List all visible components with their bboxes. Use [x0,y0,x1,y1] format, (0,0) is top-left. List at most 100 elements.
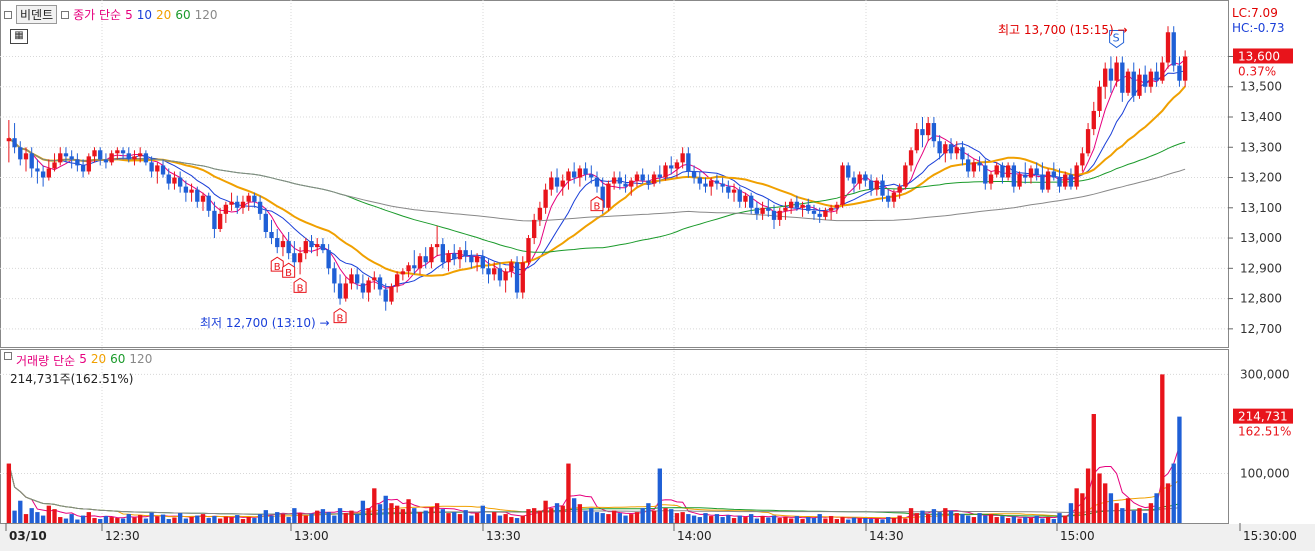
buy-marker-label: B [274,262,281,273]
volume-bar [948,510,954,523]
volume-square-icon[interactable] [4,352,12,360]
volume-bar [6,463,12,523]
candle-body [891,192,897,202]
candle-body [651,174,657,184]
volume-bar [360,500,366,523]
price-badge-text: 13,600 [1238,49,1280,63]
candle-body [195,189,200,202]
candle-body [897,186,902,193]
time-tick-label: 15:30:00 [1243,529,1297,543]
candle-body [303,241,308,254]
candle-body [1074,165,1079,187]
volume-bar [394,505,400,523]
sell-marker-shape [1109,29,1125,49]
volume-bar [709,516,714,523]
candle-body [686,153,691,172]
volume-bar [1051,519,1056,523]
price-tick-label: 12,700 [1240,322,1282,336]
candle-body [960,147,965,160]
candle-body [429,247,434,263]
volume-bar [269,515,274,523]
candle-body [874,180,879,190]
volume-bar [737,515,742,523]
candle-body [594,177,600,187]
volume-bar [400,509,406,523]
candle-body [868,180,874,190]
volume-bar [58,517,63,523]
candle-body [646,180,651,184]
candle-body [720,183,725,187]
candle-body [457,250,463,260]
volume-bar [943,508,948,523]
volume-bar [217,518,223,523]
volume-bar [1097,473,1102,523]
time-tick-label: 12:30 [105,529,140,543]
candle-body [680,153,685,163]
candle-body [52,162,57,169]
volume-badge-text: 214,731 [1238,410,1288,424]
candle-body [749,195,754,208]
volume-title: 거래량 [16,354,50,368]
candle-body [674,162,680,169]
candle-body [709,180,714,187]
volume-bar [840,517,845,523]
volume-ma-60-line [8,463,1180,517]
candle-body [469,256,474,263]
volume-bar [286,517,291,523]
volume-bar [571,498,577,523]
volume-bar [908,508,914,523]
candle-body [760,207,765,214]
volume-bar [1108,493,1114,523]
candle-body [554,177,560,187]
price-ma-60-line [8,137,1186,253]
candle-body [1103,68,1108,87]
volume-bar [155,516,160,523]
volume-bar [132,517,137,523]
candle-body [697,177,702,184]
time-tick-label: 15:00 [1060,529,1095,543]
candle-body [1137,74,1142,96]
candle-body [846,165,851,178]
time-tick-label: 13:00 [294,529,329,543]
candle-body [320,244,326,251]
candle-body [520,262,525,293]
volume-ma-lines [8,446,1180,520]
candle-body [977,162,982,166]
sell-marker-label: S [1113,31,1120,44]
candle-body [731,189,737,193]
volume-bar [520,515,525,523]
candle-body [394,274,400,287]
candle-body [1034,168,1039,175]
volume-bar [1131,510,1136,523]
candle-body [1182,56,1188,81]
candle-body [377,277,383,290]
buy-marker-shape [590,196,604,212]
candle-body [577,168,583,178]
collapse-square-icon[interactable] [4,10,12,19]
volume-ma-120-line [8,463,1180,515]
price-tick-label: 13,100 [1240,201,1282,215]
symbol-button[interactable]: 비덴트 [16,5,58,24]
candle-body [132,156,137,160]
candle-body [908,150,914,166]
volume-bar [172,517,177,523]
volume-bar [1034,515,1039,523]
volume-bar [446,513,451,523]
table-grid-icon[interactable]: ▦ [10,29,28,44]
candle-body [120,150,126,154]
volume-bar [80,515,86,523]
candle-body [69,156,74,160]
volume-bar [863,518,868,523]
candle-body [297,253,303,263]
volume-bar [149,512,154,523]
candle-body [1045,171,1051,190]
volume-bar [92,518,97,523]
volume-bar [926,514,931,523]
volume-bar [1057,513,1062,523]
volume-bar [206,518,211,523]
candle-body [138,153,143,157]
volume-bar [817,514,822,523]
volume-bar [691,515,697,523]
candle-body [1040,174,1045,190]
